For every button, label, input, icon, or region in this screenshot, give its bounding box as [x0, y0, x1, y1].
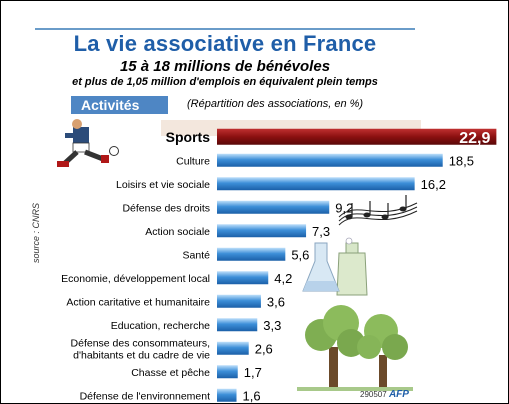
value-label-d-fense-des-droits: 9,2	[335, 200, 353, 215]
bar-sant	[217, 247, 286, 261]
section-label: Activités	[71, 96, 168, 114]
chart-title: La vie associative en France	[73, 31, 377, 56]
value-label-action-caritative-et-humanitaire: 3,6	[267, 294, 285, 309]
value-label-chasse-et-p-che: 1,7	[244, 365, 262, 380]
value-label-sant: 5,6	[291, 247, 309, 262]
category-label-education-recherche: Education, recherche	[111, 320, 210, 332]
category-label-culture: Culture	[176, 155, 210, 167]
bar-loisirs-et-vie-sociale	[217, 177, 415, 191]
category-label-d-fense-de-l-environnement: Défense de l'environnement	[80, 390, 211, 402]
category-label-sant: Santé	[183, 249, 211, 261]
music-notes-icon	[338, 195, 418, 226]
bar-d-fense-des-consommateurs-d-habitants-et-du-cadre-de-vie	[217, 341, 249, 355]
credit-code: 290507	[360, 390, 387, 399]
category-label-economie-d-veloppement-local: Economie, développement local	[61, 273, 210, 285]
tree-icon	[297, 305, 413, 391]
value-label-economie-d-veloppement-local: 4,2	[274, 271, 292, 286]
value-label-education-recherche: 3,3	[263, 318, 281, 333]
bar-action-caritative-et-humanitaire	[217, 294, 261, 308]
credit: 290507 AFP	[360, 389, 409, 400]
title-rule	[35, 28, 415, 30]
bar-d-fense-des-droits	[217, 200, 330, 214]
category-label-d-fense-des-consommateurs-d-habitants-et-du-cadre-de-vie: Défense des consommateurs, d'habitants et…	[71, 337, 211, 361]
chart-subtitle-secondary: et plus de 1,05 million d'emplois en équ…	[72, 76, 378, 88]
bar-action-sociale	[217, 224, 307, 238]
category-label-loisirs-et-vie-sociale: Loisirs et vie sociale	[116, 179, 210, 191]
bar-chasse-et-p-che	[217, 365, 238, 379]
lab-flask-icon	[302, 237, 368, 296]
afp-logo: AFP	[388, 389, 409, 400]
value-label-d-fense-de-l-environnement: 1,6	[243, 388, 261, 403]
chart-note: (Répartition des associations, en %)	[187, 98, 364, 110]
category-label-action-sociale: Action sociale	[145, 226, 210, 238]
category-label-d-fense-des-droits: Défense des droits	[122, 202, 210, 214]
category-label-action-caritative-et-humanitaire: Action caritative et humanitaire	[66, 296, 210, 308]
value-label-action-sociale: 7,3	[312, 224, 330, 239]
chart-subtitle: 15 à 18 millions de bénévoles	[119, 58, 331, 75]
bar-d-fense-de-l-environnement	[217, 388, 237, 402]
category-label-chasse-et-p-che: Chasse et pêche	[131, 367, 210, 379]
value-label-culture: 18,5	[449, 153, 474, 168]
bar-sports	[217, 128, 497, 145]
value-label-d-fense-des-consommateurs-d-habitants-et-du-cadre-de-vie: 2,6	[255, 341, 273, 356]
value-label-loisirs-et-vie-sociale: 16,2	[421, 177, 446, 192]
football-player-icon	[57, 119, 119, 167]
value-label-sports: 22,9	[459, 130, 490, 147]
bar-education-recherche	[217, 318, 258, 332]
category-label-sports: Sports	[166, 129, 211, 145]
bar-economie-d-veloppement-local	[217, 271, 269, 285]
bar-culture	[217, 153, 443, 167]
